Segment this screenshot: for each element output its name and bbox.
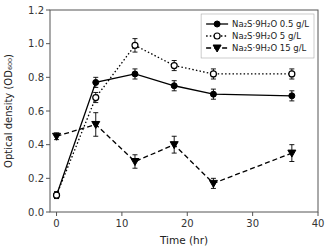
- error-bar-cap: [289, 144, 294, 145]
- plot-frame: [50, 10, 318, 212]
- y-tick-label: 0.4: [28, 139, 44, 150]
- error-bar: [132, 39, 137, 52]
- y-tick: [46, 10, 50, 11]
- error-bar-cap: [93, 92, 98, 93]
- point: [209, 180, 217, 187]
- legend-marker: [214, 33, 220, 39]
- error-bar-cap: [172, 70, 177, 71]
- error-bar-cap: [132, 52, 137, 53]
- error-bar-cap: [132, 154, 137, 155]
- series-line: [57, 74, 292, 195]
- error-bar: [132, 69, 137, 79]
- error-bar-cap: [211, 99, 216, 100]
- error-bar-cap: [211, 68, 216, 69]
- point: [170, 142, 178, 149]
- y-tick: [46, 111, 50, 112]
- error-bar: [211, 89, 216, 99]
- x-tick-label: 0: [53, 218, 59, 229]
- point: [93, 79, 99, 85]
- y-tick: [46, 144, 50, 145]
- point: [288, 150, 296, 157]
- x-tick-label: 30: [246, 218, 259, 229]
- y-tick: [46, 43, 50, 44]
- error-bar-cap: [172, 136, 177, 137]
- error-bar-cap: [211, 178, 216, 179]
- y-tick-label: 0.2: [28, 173, 44, 184]
- y-tick-label: 0.8: [28, 72, 44, 83]
- error-bar-cap: [93, 136, 98, 137]
- point: [210, 71, 216, 77]
- point: [93, 95, 99, 101]
- x-tick: [187, 212, 188, 216]
- point: [289, 93, 295, 99]
- error-bar: [93, 77, 98, 87]
- error-bar-cap: [93, 112, 98, 113]
- error-bar-cap: [172, 80, 177, 81]
- x-axis-label: Time (hr): [159, 234, 208, 246]
- error-bar-cap: [289, 90, 294, 91]
- series-line: [57, 124, 292, 183]
- error-bar-cap: [211, 79, 216, 80]
- x-tick-label: 20: [181, 218, 194, 229]
- point: [289, 71, 295, 77]
- point: [171, 63, 177, 69]
- point: [53, 133, 61, 140]
- point: [54, 192, 60, 198]
- error-bar-cap: [211, 89, 216, 90]
- legend-box: [201, 14, 314, 58]
- error-bar: [93, 92, 98, 102]
- y-tick: [46, 77, 50, 78]
- y-tick: [46, 178, 50, 179]
- legend-label: Na₂S·9H₂O 0.5 g/L: [232, 19, 309, 29]
- y-tick: [46, 212, 50, 213]
- error-bar-cap: [289, 68, 294, 69]
- legend-label: Na₂S·9H₂O 5 g/L: [232, 31, 301, 41]
- x-tick: [252, 212, 253, 216]
- x-tick-label: 10: [116, 218, 129, 229]
- error-bar: [172, 61, 177, 71]
- error-bar: [289, 91, 294, 101]
- error-bar: [172, 81, 177, 91]
- series-line: [57, 45, 292, 195]
- point: [171, 83, 177, 89]
- error-bar-cap: [132, 168, 137, 169]
- point: [92, 121, 100, 128]
- error-bar-cap: [93, 87, 98, 88]
- legend-marker: [214, 21, 220, 27]
- error-bar-cap: [132, 68, 137, 69]
- error-bar-cap: [93, 77, 98, 78]
- y-axis-label: Optical density (OD₆₀₀): [3, 54, 14, 168]
- x-tick: [318, 212, 319, 216]
- point: [131, 159, 139, 166]
- error-bar-cap: [289, 100, 294, 101]
- error-bar: [54, 192, 59, 199]
- y-tick-label: 1.2: [28, 5, 44, 16]
- point: [54, 192, 60, 198]
- error-bar-cap: [172, 153, 177, 154]
- error-bar-cap: [289, 161, 294, 162]
- point: [210, 91, 216, 97]
- error-bar: [54, 192, 59, 199]
- error-bar-cap: [172, 90, 177, 91]
- y-tick-label: 0.6: [28, 106, 44, 117]
- legend-marker: [213, 45, 221, 52]
- legend: Na₂S·9H₂O 0.5 g/L Na₂S·9H₂O 5 g/L Na₂S·9H₂…: [201, 14, 314, 58]
- x-tick: [121, 212, 122, 216]
- error-bar-cap: [93, 102, 98, 103]
- plot-marks: [53, 39, 296, 199]
- error-bar: [211, 69, 216, 79]
- chart: 0 10 20 30 40 0.0 0.2 0.4 0.6 0.8 1.0 1.2 Time (hr) O…: [0, 0, 328, 250]
- error-bar: [289, 69, 294, 79]
- error-bar-cap: [289, 79, 294, 80]
- error-bar-cap: [172, 60, 177, 61]
- x-tick: [56, 212, 57, 216]
- legend-label: Na₂S·9H₂O 15 g/L: [232, 43, 306, 53]
- x-tick-label: 40: [312, 218, 325, 229]
- error-bar-cap: [132, 79, 137, 80]
- y-tick-label: 1.0: [28, 38, 44, 49]
- error-bar-cap: [132, 38, 137, 39]
- y-tick-label: 0.0: [28, 207, 44, 218]
- point: [132, 42, 138, 48]
- point: [132, 71, 138, 77]
